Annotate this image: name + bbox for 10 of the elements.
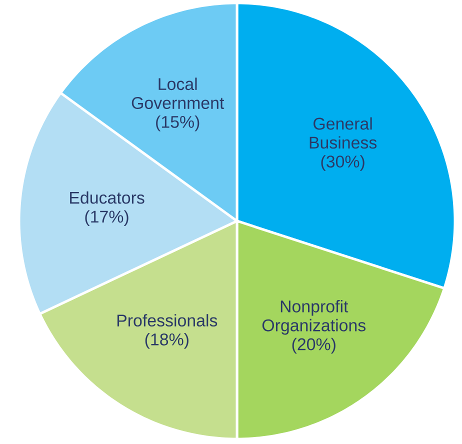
slice-label: General Business	[310, 117, 377, 149]
data-label: (15%)	[156, 116, 200, 132]
data-label: (17%)	[85, 210, 128, 226]
slice-label: Nonprofit Organizations	[262, 300, 366, 335]
data-label: (30%)	[321, 155, 364, 171]
slice-label: Local Government	[132, 78, 224, 110]
data-label: (18%)	[145, 333, 188, 349]
data-label: (20%)	[292, 338, 336, 354]
slice-label: Professionals	[117, 314, 218, 327]
slice-label: Educators	[70, 191, 144, 204]
